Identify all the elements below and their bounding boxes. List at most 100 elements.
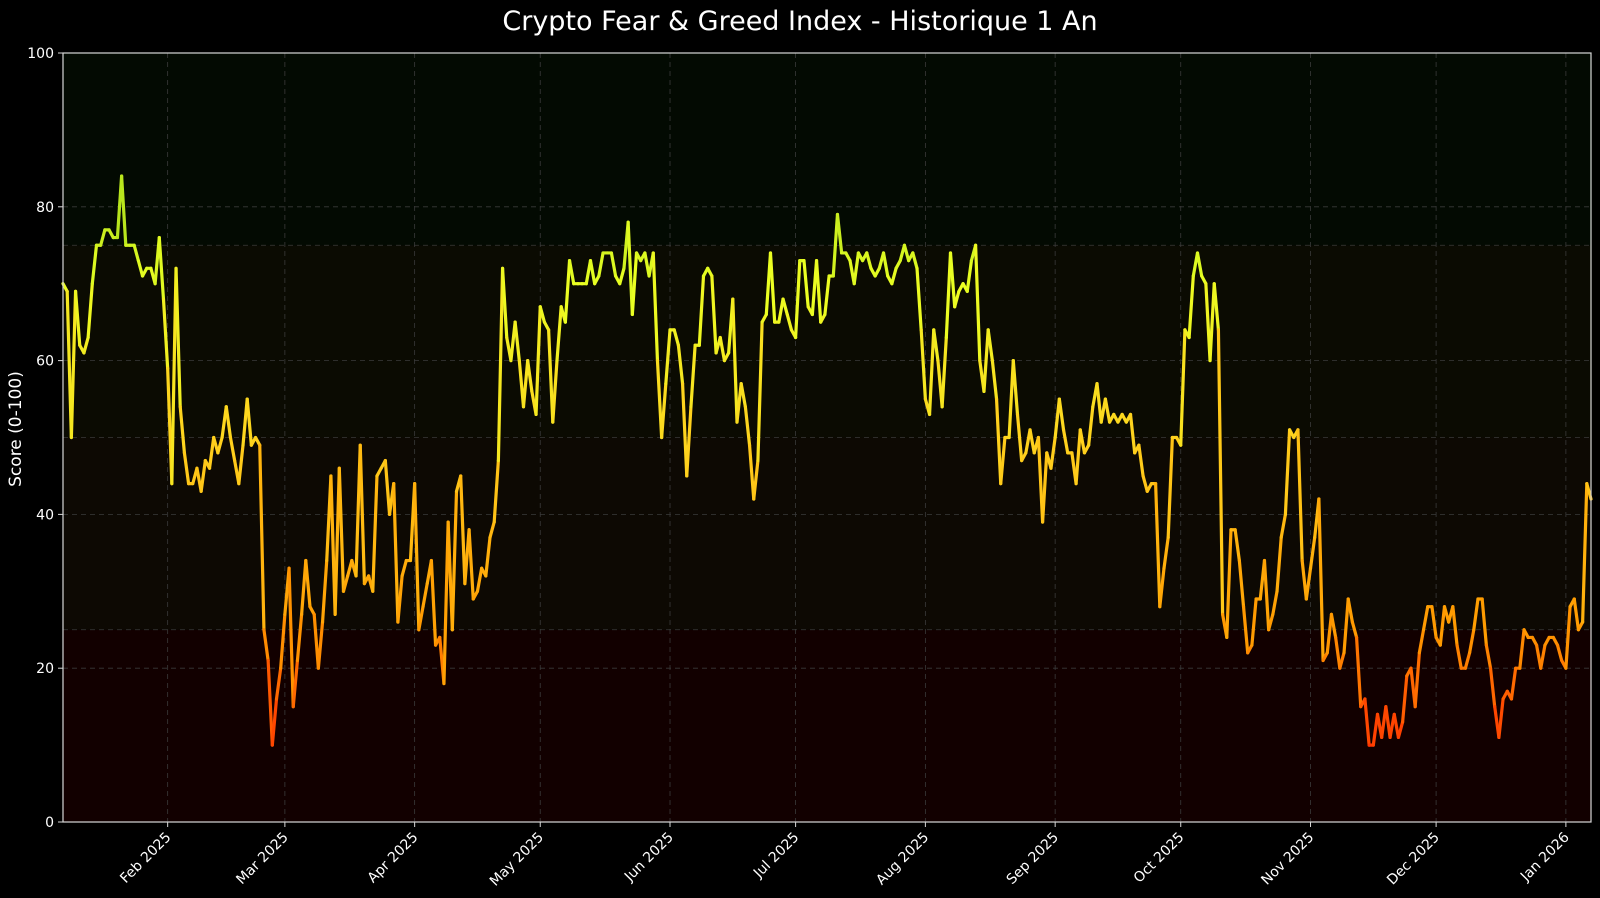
- line-segment: [337, 466, 346, 593]
- line-segment: [697, 274, 706, 347]
- line-segment: [618, 266, 626, 286]
- line-segment: [814, 259, 823, 324]
- line-segment: [1141, 474, 1149, 493]
- line-segment: [358, 443, 367, 586]
- line-segment: [1296, 428, 1304, 563]
- line-segment: [1334, 635, 1342, 670]
- line-segment: [82, 335, 90, 355]
- line-segment: [237, 443, 245, 486]
- line-segment: [1166, 435, 1174, 540]
- line-segment: [680, 382, 689, 478]
- line-segment: [1275, 535, 1283, 593]
- line-segment: [953, 289, 961, 309]
- line-segment: [1187, 274, 1195, 340]
- line-segment: [417, 605, 425, 632]
- line-segment: [400, 558, 408, 578]
- line-segment: [1371, 712, 1380, 747]
- line-segment: [413, 482, 421, 632]
- line-segment: [199, 458, 207, 493]
- line-segment: [90, 243, 99, 286]
- line-segment: [1028, 428, 1036, 455]
- line-segment: [1484, 643, 1493, 670]
- line-segment: [279, 612, 287, 670]
- line-segment: [1401, 674, 1409, 724]
- line-segment: [919, 328, 927, 401]
- line-segment: [1283, 428, 1292, 517]
- line-segment: [927, 328, 936, 417]
- line-segment: [756, 320, 764, 463]
- line-segment: [1267, 612, 1275, 632]
- line-segment: [161, 297, 170, 370]
- line-segment: [1158, 566, 1166, 609]
- line-segment: [551, 359, 559, 424]
- line-segment: [1392, 712, 1401, 740]
- line-segment: [182, 451, 191, 486]
- line-segment: [1225, 528, 1233, 640]
- line-segment: [865, 251, 873, 270]
- line-segment: [1137, 443, 1145, 478]
- line-segment: [484, 535, 492, 578]
- line-segment: [672, 328, 680, 347]
- line-segment: [718, 335, 727, 363]
- line-segment: [710, 274, 718, 355]
- line-segment: [1216, 328, 1225, 616]
- line-segment: [228, 435, 237, 463]
- line-segment: [513, 320, 521, 363]
- line-segment: [316, 620, 325, 670]
- line-segment: [689, 343, 697, 409]
- line-segment: [421, 582, 429, 609]
- line-segment: [1154, 482, 1162, 609]
- line-segment: [881, 251, 890, 278]
- line-segment: [1049, 435, 1057, 470]
- line-segment: [1413, 651, 1421, 709]
- line-segment: [685, 405, 693, 478]
- line-segment: [86, 282, 94, 340]
- line-segment: [287, 566, 295, 709]
- line-segment: [1585, 482, 1593, 501]
- line-segment: [944, 251, 953, 340]
- plot-frame: [62, 52, 1592, 823]
- line-segment: [224, 405, 233, 440]
- line-segment: [1271, 589, 1279, 616]
- line-segment: [170, 266, 178, 486]
- line-segment: [781, 297, 789, 317]
- line-segment: [655, 359, 664, 440]
- y-tick-label: 0: [45, 815, 54, 831]
- line-segment: [216, 435, 224, 455]
- line-segment: [651, 251, 660, 363]
- line-segment: [1539, 643, 1547, 670]
- line-segment: [1417, 628, 1426, 655]
- line-segment: [1179, 328, 1187, 447]
- line-segment: [794, 259, 802, 340]
- line-segment: [1304, 566, 1313, 601]
- line-segment: [567, 259, 576, 286]
- line-segment: [932, 328, 940, 363]
- line-segment: [1555, 643, 1564, 663]
- line-segment: [994, 397, 1003, 486]
- line-segment: [831, 212, 840, 278]
- line-segment: [940, 335, 948, 409]
- line-segment: [488, 520, 496, 540]
- line-segment: [442, 520, 450, 686]
- line-segment: [396, 574, 404, 624]
- line-segment: [383, 458, 392, 517]
- line-segment: [1250, 597, 1258, 647]
- line-segment: [986, 328, 994, 363]
- line-segment: [555, 305, 563, 363]
- line-segment: [731, 297, 739, 424]
- line-segment: [1015, 412, 1024, 463]
- y-tick-label: 20: [36, 661, 54, 677]
- line-segment: [274, 666, 283, 701]
- line-segment: [915, 266, 923, 332]
- line-segment: [563, 259, 572, 324]
- line-segment: [588, 259, 597, 286]
- line-segment: [1438, 605, 1447, 647]
- line-segment: [948, 251, 957, 309]
- line-segment: [500, 266, 509, 340]
- line-segment: [1103, 397, 1112, 424]
- line-segment: [823, 274, 831, 317]
- y-tick-label: 60: [36, 354, 54, 370]
- line-segment: [1329, 612, 1338, 640]
- line-segment: [521, 359, 530, 409]
